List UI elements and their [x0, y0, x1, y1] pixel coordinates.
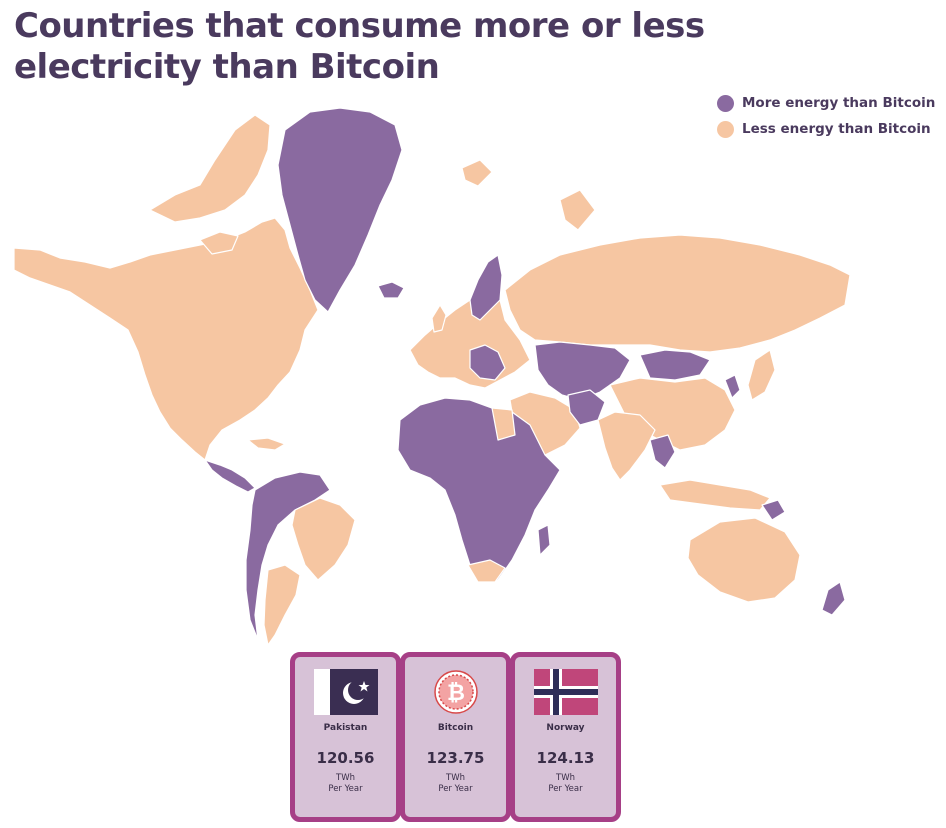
card-unit-twh: TWh	[336, 773, 355, 783]
card-pakistan: Pakistan 120.56 TWh Per Year	[290, 652, 401, 822]
region-papua	[761, 499, 786, 521]
region-australia	[687, 517, 801, 603]
region-southeast-asia	[649, 434, 676, 469]
bitcoin-logo-icon: ₿	[434, 670, 478, 714]
world-map	[13, 107, 851, 646]
pakistan-flag-icon	[314, 669, 378, 715]
region-russia	[504, 234, 851, 353]
region-caribbean	[247, 437, 286, 451]
region-north-america	[13, 217, 319, 461]
legend-label-less: Less energy than Bitcoin	[742, 121, 931, 137]
region-eastern-europe	[469, 344, 506, 381]
card-country-name: Bitcoin	[437, 723, 474, 733]
card-unit-per-year: Per Year	[328, 784, 363, 794]
region-iceland	[377, 281, 405, 299]
region-uk	[431, 304, 447, 333]
legend-swatch-less	[717, 120, 734, 138]
card-unit: TWh Per Year	[405, 773, 506, 795]
region-scandinavia	[469, 254, 503, 321]
legend-item-less: Less energy than Bitcoin	[717, 116, 935, 142]
svg-text:₿: ₿	[447, 681, 465, 706]
region-novaya-zemlya	[559, 189, 596, 231]
region-new-zealand	[821, 581, 846, 616]
card-unit-twh: TWh	[446, 773, 465, 783]
region-arctic-island-small	[199, 231, 239, 255]
page-title: Countries that consume more or less elec…	[14, 6, 705, 87]
region-japan	[747, 349, 776, 401]
card-unit: TWh Per Year	[295, 773, 396, 795]
card-value: 120.56	[316, 749, 375, 767]
norway-flag-icon	[534, 669, 598, 715]
card-norway: Norway 124.13 TWh Per Year	[510, 652, 621, 822]
region-madagascar	[537, 524, 551, 556]
region-south-africa	[467, 559, 506, 583]
legend-label-more: More energy than Bitcoin	[742, 95, 936, 111]
legend-item-more: More energy than Bitcoin	[717, 90, 935, 116]
legend: More energy than Bitcoin Less energy tha…	[717, 90, 935, 142]
legend-swatch-more	[717, 94, 734, 112]
region-central-america	[204, 459, 256, 493]
region-greenland	[277, 107, 403, 313]
region-brazil	[291, 497, 356, 581]
region-arctic-islands	[149, 114, 271, 223]
card-bitcoin: ₿ Bitcoin 123.75 TWh Per Year	[400, 652, 511, 822]
card-country-name: Norway	[546, 723, 585, 733]
region-argentina	[263, 564, 301, 646]
region-africa	[397, 397, 561, 583]
region-north-africa-east	[491, 407, 516, 441]
card-unit-twh: TWh	[556, 773, 575, 783]
region-mongolia	[639, 349, 711, 381]
card-unit: TWh Per Year	[515, 773, 616, 795]
card-value: 123.75	[426, 749, 485, 767]
card-country-name: Pakistan	[323, 723, 368, 733]
region-svalbard	[461, 159, 493, 187]
region-south-america-north	[245, 471, 331, 641]
card-unit-per-year: Per Year	[548, 784, 583, 794]
region-indonesia	[659, 479, 771, 511]
card-value: 124.13	[536, 749, 595, 767]
card-unit-per-year: Per Year	[438, 784, 473, 794]
region-korea	[724, 374, 741, 399]
region-india	[597, 411, 656, 481]
